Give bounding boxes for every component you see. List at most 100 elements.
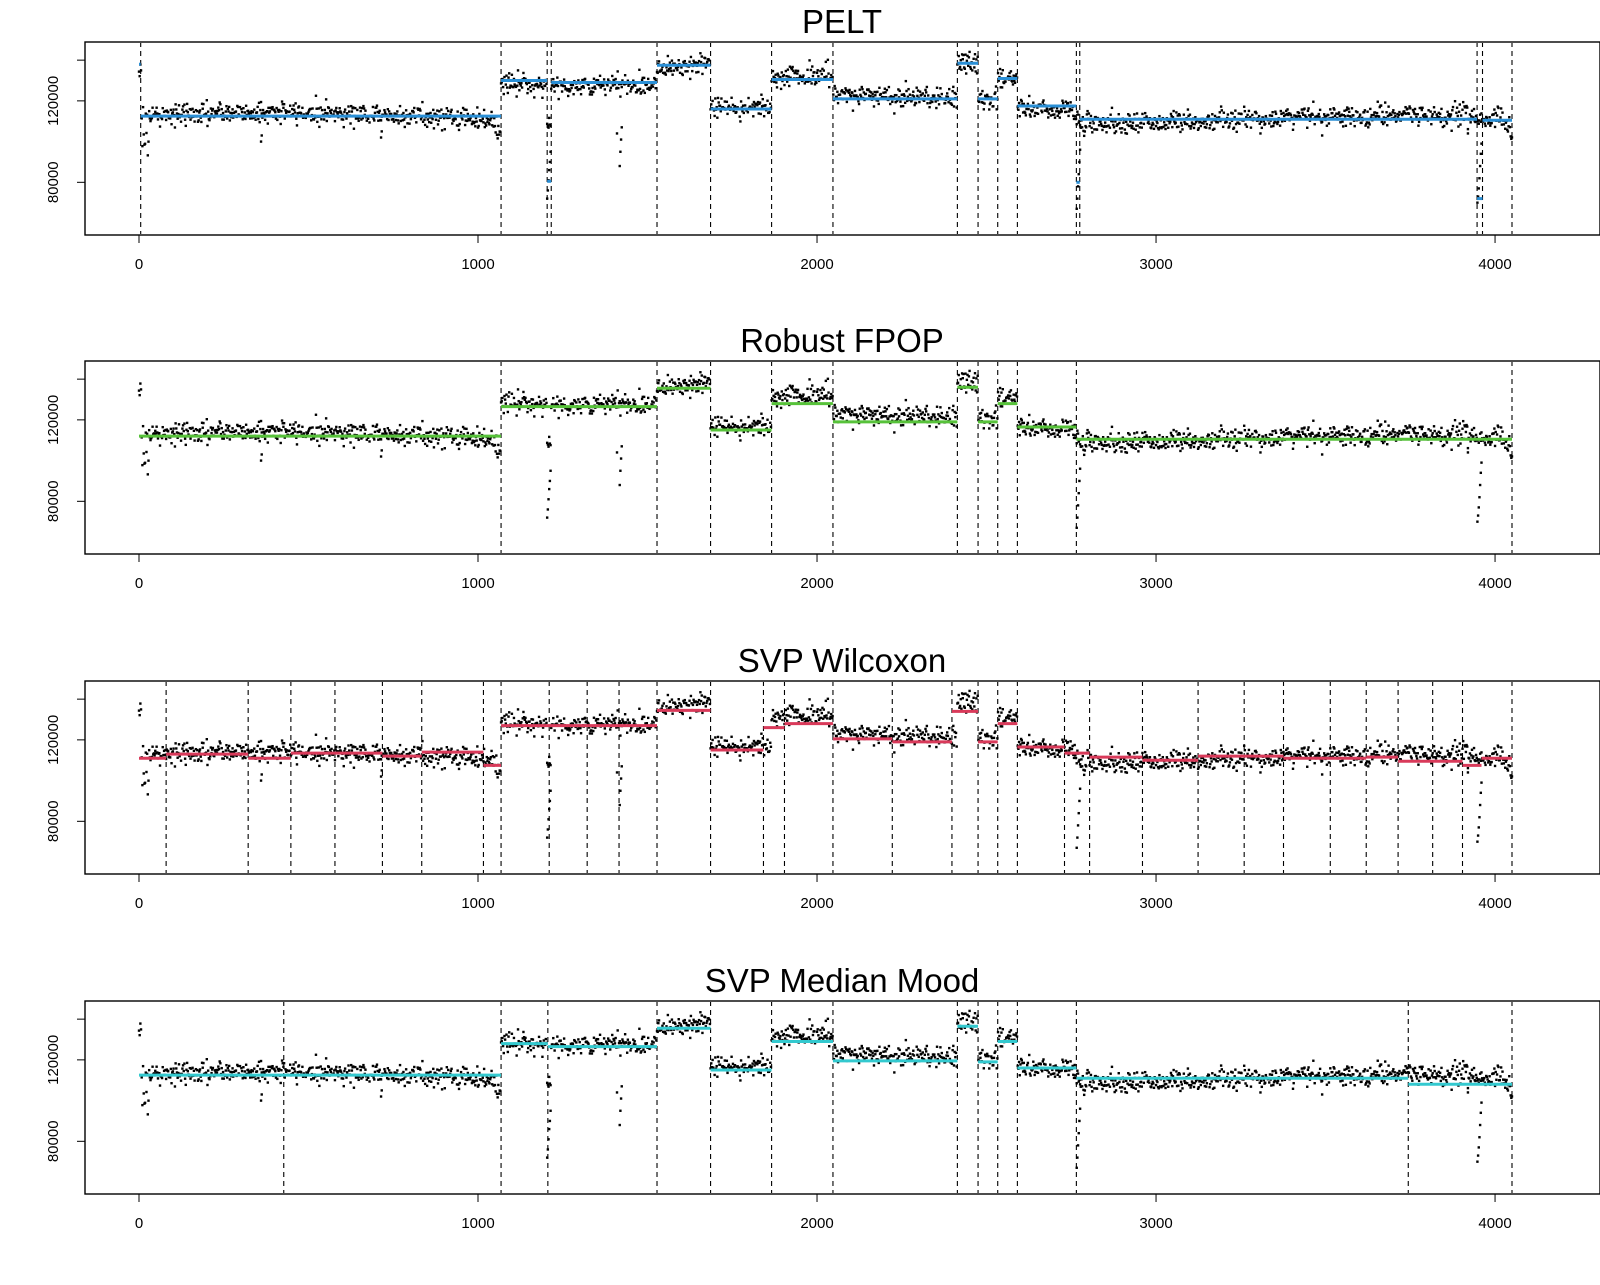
data-point	[1000, 72, 1002, 74]
data-point	[1438, 435, 1440, 437]
data-point	[780, 88, 782, 90]
data-point	[1312, 101, 1314, 103]
data-point	[1451, 428, 1453, 430]
data-point	[823, 388, 825, 390]
data-point	[1508, 116, 1510, 118]
data-point	[1275, 432, 1277, 434]
data-point	[813, 390, 815, 392]
data-point	[1225, 121, 1227, 123]
data-point	[1164, 128, 1166, 130]
data-point	[1344, 115, 1346, 117]
data-point	[1148, 441, 1150, 443]
data-point	[1398, 433, 1400, 435]
data-point	[1376, 431, 1378, 433]
data-point	[496, 456, 498, 458]
data-point	[532, 88, 534, 90]
data-point	[1319, 428, 1321, 430]
data-point	[311, 426, 313, 428]
data-point	[968, 375, 970, 377]
data-point	[791, 66, 793, 68]
data-point	[155, 746, 157, 748]
data-point	[844, 411, 846, 413]
data-point	[726, 113, 728, 115]
data-point	[797, 389, 799, 391]
data-point	[1418, 121, 1420, 123]
data-point	[520, 82, 522, 84]
data-point	[376, 104, 378, 106]
data-point	[441, 448, 443, 450]
data-point	[450, 111, 452, 113]
data-point	[446, 426, 448, 428]
data-point	[437, 758, 439, 760]
data-point	[429, 431, 431, 433]
data-point	[344, 427, 346, 429]
data-point	[1450, 449, 1452, 451]
data-point	[1004, 399, 1006, 401]
data-point	[665, 392, 667, 394]
data-point	[842, 417, 844, 419]
data-point	[1452, 106, 1454, 108]
data-point	[288, 110, 290, 112]
data-point	[408, 122, 410, 124]
data-point	[442, 432, 444, 434]
data-point	[1392, 428, 1394, 430]
data-point	[368, 121, 370, 123]
data-point	[362, 756, 364, 758]
data-point	[1206, 123, 1208, 125]
data-point	[392, 118, 394, 120]
data-point	[1258, 115, 1260, 117]
data-point	[429, 112, 431, 114]
data-point	[688, 380, 690, 382]
data-point	[223, 757, 225, 759]
data-point	[437, 123, 439, 125]
data-point	[353, 128, 355, 130]
data-point	[1179, 114, 1181, 116]
data-point	[319, 754, 321, 756]
data-point	[540, 722, 542, 724]
data-point	[409, 752, 411, 754]
data-point	[165, 438, 167, 440]
data-point	[907, 415, 909, 417]
data-point	[403, 118, 405, 120]
data-point	[1380, 104, 1382, 106]
data-point	[1126, 451, 1128, 453]
data-point	[1394, 115, 1396, 117]
data-point	[699, 371, 701, 373]
data-point	[1495, 112, 1497, 114]
data-point	[780, 407, 782, 409]
data-point	[259, 109, 261, 111]
data-point	[405, 748, 407, 750]
data-point	[739, 120, 741, 122]
data-point	[1190, 444, 1192, 446]
data-point	[170, 428, 172, 430]
data-point	[532, 398, 534, 400]
data-point	[1227, 432, 1229, 434]
data-point	[208, 119, 210, 121]
data-point	[1307, 426, 1309, 428]
data-point	[688, 384, 690, 386]
data-point	[925, 91, 927, 93]
data-point	[1171, 445, 1173, 447]
data-point	[619, 165, 621, 167]
data-point	[654, 78, 656, 80]
data-point	[138, 714, 140, 716]
data-point	[587, 403, 589, 405]
data-point	[1327, 433, 1329, 435]
data-point	[652, 721, 654, 723]
data-point	[530, 90, 532, 92]
data-point	[619, 151, 621, 153]
data-point	[711, 419, 713, 421]
data-point	[1141, 432, 1143, 434]
data-point	[256, 750, 258, 752]
data-point	[1053, 432, 1055, 434]
data-point	[538, 396, 540, 398]
data-point	[641, 718, 643, 720]
data-point	[328, 746, 330, 748]
data-point	[1206, 442, 1208, 444]
data-point	[235, 429, 237, 431]
data-point	[711, 100, 713, 102]
data-point	[320, 425, 322, 427]
data-point	[396, 110, 398, 112]
data-point	[871, 93, 873, 95]
data-point	[420, 118, 422, 120]
